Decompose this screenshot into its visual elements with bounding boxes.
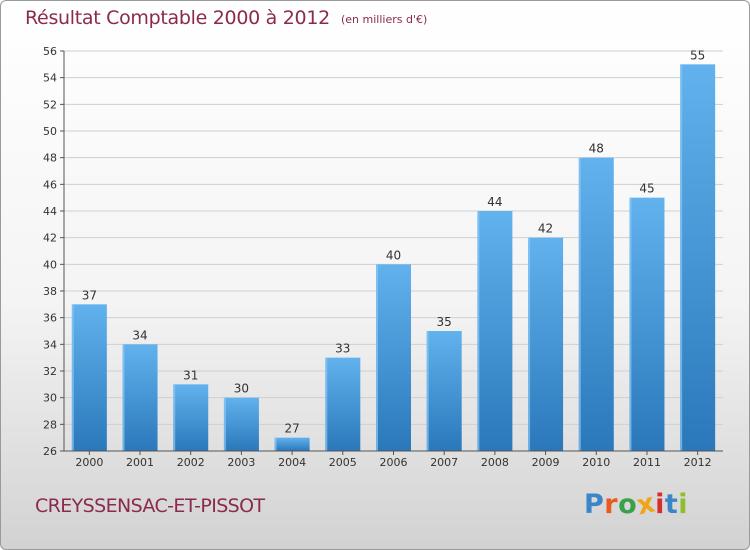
bar-highlight bbox=[426, 331, 429, 451]
bar bbox=[325, 357, 361, 451]
data-label: 40 bbox=[386, 248, 401, 262]
x-tick-label: 2006 bbox=[380, 456, 408, 469]
brand-letter: o bbox=[618, 489, 638, 520]
proxiti-logo[interactable]: Proxiti bbox=[584, 487, 689, 521]
data-label: 45 bbox=[639, 182, 654, 196]
y-tick-label: 54 bbox=[43, 72, 57, 85]
bar bbox=[528, 237, 564, 451]
commune-name: CREYSSENSAC-ET-PISSOT bbox=[35, 495, 265, 517]
y-tick-label: 28 bbox=[43, 418, 57, 431]
bar bbox=[477, 211, 513, 451]
data-label: 31 bbox=[183, 368, 198, 382]
data-label: 34 bbox=[132, 328, 147, 342]
x-tick-label: 2011 bbox=[633, 456, 661, 469]
y-tick-label: 34 bbox=[43, 338, 57, 351]
bar bbox=[629, 197, 665, 451]
bar bbox=[223, 397, 259, 451]
x-tick-label: 2000 bbox=[75, 456, 103, 469]
x-tick-label: 2009 bbox=[532, 456, 560, 469]
y-tick-label: 44 bbox=[43, 205, 57, 218]
y-tick-label: 48 bbox=[43, 152, 57, 165]
data-label: 37 bbox=[82, 288, 97, 302]
data-label: 30 bbox=[234, 382, 249, 396]
bar-highlight bbox=[528, 237, 531, 451]
brand-letter: i bbox=[655, 489, 665, 520]
y-tick-label: 42 bbox=[43, 232, 57, 245]
bar bbox=[426, 331, 462, 451]
bar-highlight bbox=[122, 344, 125, 451]
chart-subtitle: (en milliers d'€) bbox=[341, 13, 428, 26]
x-tick-label: 2003 bbox=[227, 456, 255, 469]
x-tick-label: 2005 bbox=[329, 456, 357, 469]
y-tick-label: 50 bbox=[43, 125, 57, 138]
brand-letter: t bbox=[664, 489, 679, 520]
bar bbox=[680, 64, 716, 452]
bar-highlight bbox=[477, 211, 480, 451]
data-label: 48 bbox=[589, 142, 604, 156]
data-label: 35 bbox=[437, 315, 452, 329]
data-label: 55 bbox=[690, 48, 705, 62]
y-tick-label: 26 bbox=[43, 445, 57, 458]
y-tick-label: 36 bbox=[43, 312, 57, 325]
bar-highlight bbox=[578, 157, 581, 451]
bar-highlight bbox=[376, 264, 378, 451]
x-tick-label: 2004 bbox=[278, 456, 306, 469]
data-label: 44 bbox=[487, 195, 502, 209]
bar-highlight bbox=[223, 397, 226, 451]
y-tick-label: 38 bbox=[43, 285, 57, 298]
bar-highlight bbox=[173, 384, 176, 451]
y-tick-label: 52 bbox=[43, 98, 57, 111]
data-label: 33 bbox=[335, 342, 350, 356]
bar-highlight bbox=[680, 64, 683, 452]
x-tick-label: 2008 bbox=[481, 456, 509, 469]
x-tick-label: 2001 bbox=[126, 456, 154, 469]
data-label: 42 bbox=[538, 222, 553, 236]
y-tick-label: 30 bbox=[43, 392, 57, 405]
bar-highlight bbox=[629, 197, 632, 451]
bar-highlight bbox=[325, 357, 328, 451]
y-tick-label: 56 bbox=[43, 45, 57, 58]
data-label: 27 bbox=[284, 422, 299, 436]
y-tick-label: 46 bbox=[43, 178, 57, 191]
y-tick-label: 32 bbox=[43, 365, 57, 378]
bar bbox=[71, 304, 107, 451]
brand-letter: P bbox=[584, 489, 605, 520]
bar bbox=[274, 437, 310, 451]
chart-title: Résultat Comptable 2000 à 2012 bbox=[25, 7, 330, 29]
bar bbox=[376, 264, 411, 451]
x-tick-label: 2007 bbox=[430, 456, 458, 469]
bar bbox=[578, 157, 614, 451]
brand-letter: r bbox=[604, 489, 619, 520]
bar bbox=[173, 384, 209, 451]
y-tick-label: 40 bbox=[43, 258, 57, 271]
x-tick-label: 2012 bbox=[684, 456, 712, 469]
brand-letter: i bbox=[678, 489, 689, 520]
bar-highlight bbox=[274, 437, 277, 451]
bar bbox=[122, 344, 158, 451]
x-tick-label: 2010 bbox=[582, 456, 610, 469]
x-tick-label: 2002 bbox=[177, 456, 205, 469]
bar-highlight bbox=[71, 304, 74, 451]
